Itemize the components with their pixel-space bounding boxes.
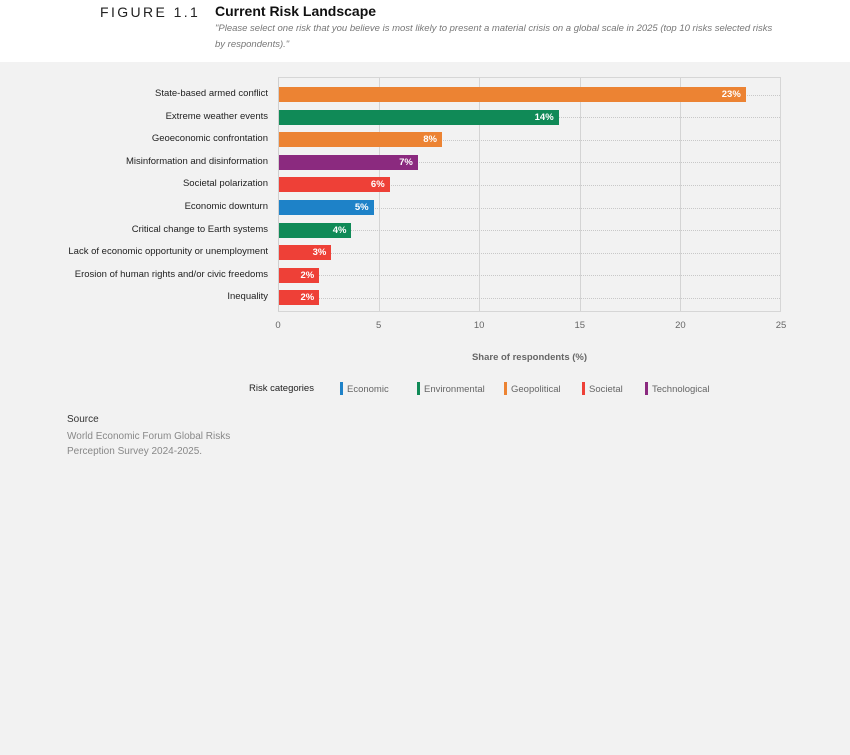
gridline-horizontal [279, 275, 780, 277]
legend-label: Geopolitical [511, 384, 561, 395]
bar: 3% [279, 245, 332, 261]
plot-area: 23% 14% 8% 7% 6% 5% 4% 3% 2% 2% [278, 77, 781, 312]
bar: 14% [279, 109, 559, 125]
legend-item-environmental: Environmental [417, 382, 485, 397]
source-text: World Economic Forum Global Risks Percep… [67, 431, 231, 457]
category-label: Erosion of human rights and/or civic fre… [74, 268, 268, 280]
legend-item-technological: Technological [645, 382, 710, 397]
category-label: Economic downturn [184, 201, 268, 212]
bar: 6% [279, 177, 390, 193]
gridline-horizontal [279, 184, 780, 186]
gridline-horizontal [279, 230, 780, 232]
gridline-horizontal [279, 139, 780, 141]
category-label: Critical change to Earth systems [131, 223, 268, 235]
figure-subtitle: "Please select one risk that you believe… [215, 23, 773, 50]
figure-number: FIGURE 1.1 [100, 4, 201, 20]
bar: 4% [279, 222, 352, 238]
category-label: Geoeconomic confrontation [151, 133, 268, 145]
gridline-horizontal [279, 297, 780, 299]
category-label: Extreme weather events [165, 110, 268, 122]
category-label: Lack of economic opportunity or unemploy… [68, 246, 268, 258]
legend-swatch-icon [340, 382, 343, 395]
gridline-vertical [479, 78, 481, 311]
x-tick-label: 0 [275, 320, 281, 331]
legend-item-geopolitical: Geopolitical [504, 382, 561, 397]
category-label: State-based armed conflict [154, 88, 268, 99]
bar: 2% [279, 267, 320, 283]
category-label: Misinformation and disinformation [125, 155, 268, 167]
x-tick-label: 25 [775, 320, 787, 331]
x-tick-label: 5 [375, 320, 382, 331]
bar: 2% [279, 290, 320, 306]
gridline-horizontal [279, 162, 780, 164]
legend-item-economic: Economic [340, 382, 389, 397]
x-axis-label: Share of respondents (%) [471, 352, 588, 363]
x-tick-label: 20 [675, 320, 686, 331]
gridline-horizontal [279, 252, 780, 254]
legend-label: Economic [347, 384, 389, 395]
source-title: Source [67, 414, 99, 425]
bar: 5% [279, 200, 374, 215]
legend-label: Environmental [424, 384, 485, 395]
category-label: Inequality [227, 291, 268, 303]
legend-swatch-icon [582, 382, 585, 395]
gridline-horizontal [279, 207, 780, 209]
legend-label: Technological [652, 384, 710, 395]
legend-title: Risk categories [249, 383, 314, 394]
legend-swatch-icon [417, 382, 420, 395]
bar: 7% [279, 154, 418, 170]
legend-swatch-icon [504, 382, 507, 395]
gridline-vertical [680, 78, 682, 311]
category-label: Societal polarization [182, 178, 268, 190]
x-tick-label: 15 [574, 320, 586, 331]
x-tick-label: 10 [473, 320, 485, 331]
figure-title: Current Risk Landscape [215, 3, 377, 19]
bar: 23% [279, 87, 746, 102]
gridline-vertical [579, 78, 581, 311]
bar: 8% [279, 132, 442, 148]
legend-item-societal: Societal [582, 382, 623, 397]
gridline-vertical [378, 78, 380, 311]
figure-header: FIGURE 1.1 Current Risk Landscape "Pleas… [0, 0, 850, 62]
legend-swatch-icon [645, 382, 648, 395]
legend-label: Societal [589, 384, 623, 395]
